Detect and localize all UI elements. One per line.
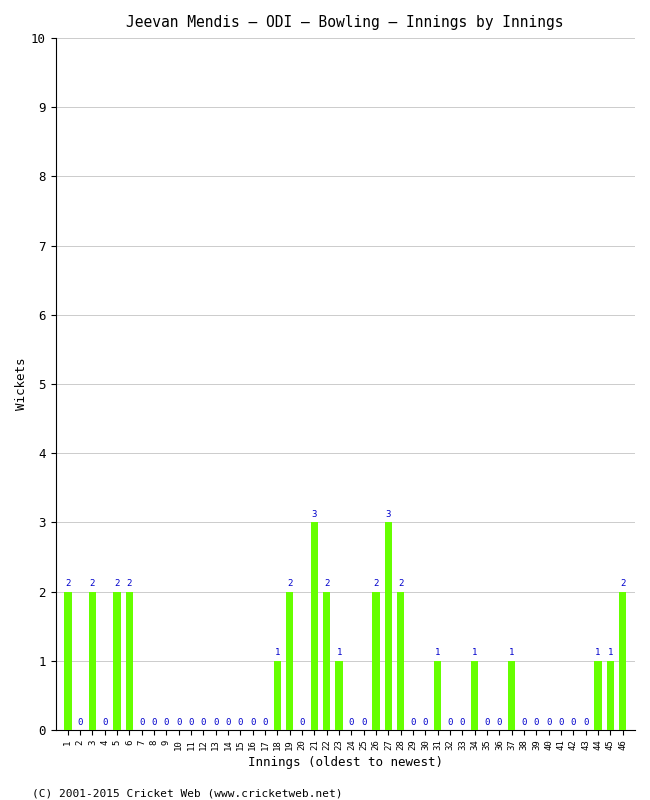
Text: 0: 0 — [164, 718, 169, 726]
Text: 0: 0 — [558, 718, 564, 726]
Text: 0: 0 — [361, 718, 367, 726]
Text: 0: 0 — [250, 718, 255, 726]
Text: 0: 0 — [102, 718, 107, 726]
Bar — [311, 522, 318, 730]
Text: 0: 0 — [349, 718, 354, 726]
Text: 3: 3 — [385, 510, 391, 519]
Text: 1: 1 — [472, 648, 477, 658]
Text: 0: 0 — [213, 718, 218, 726]
Text: 3: 3 — [312, 510, 317, 519]
Text: 0: 0 — [447, 718, 453, 726]
Text: 0: 0 — [583, 718, 588, 726]
Text: 0: 0 — [534, 718, 539, 726]
Text: 0: 0 — [484, 718, 489, 726]
Bar — [385, 522, 392, 730]
Text: 2: 2 — [373, 579, 379, 588]
Bar — [89, 591, 96, 730]
Bar — [274, 661, 281, 730]
Text: 2: 2 — [90, 579, 95, 588]
Title: Jeevan Mendis – ODI – Bowling – Innings by Innings: Jeevan Mendis – ODI – Bowling – Innings … — [127, 15, 564, 30]
Bar — [594, 661, 602, 730]
Bar — [114, 591, 121, 730]
Text: 0: 0 — [238, 718, 243, 726]
Text: 0: 0 — [188, 718, 194, 726]
Text: 0: 0 — [410, 718, 416, 726]
Text: 1: 1 — [509, 648, 514, 658]
Text: 1: 1 — [337, 648, 342, 658]
Text: 0: 0 — [546, 718, 551, 726]
Text: 0: 0 — [422, 718, 428, 726]
Text: 1: 1 — [435, 648, 441, 658]
Bar — [286, 591, 293, 730]
Text: 1: 1 — [608, 648, 613, 658]
Bar — [508, 661, 515, 730]
Bar — [434, 661, 441, 730]
Text: 2: 2 — [620, 579, 625, 588]
Text: 0: 0 — [300, 718, 305, 726]
Bar — [619, 591, 627, 730]
Bar — [126, 591, 133, 730]
Text: 0: 0 — [571, 718, 576, 726]
X-axis label: Innings (oldest to newest): Innings (oldest to newest) — [248, 756, 443, 769]
Text: 2: 2 — [287, 579, 292, 588]
Text: 0: 0 — [151, 718, 157, 726]
Bar — [471, 661, 478, 730]
Text: 2: 2 — [324, 579, 330, 588]
Bar — [323, 591, 330, 730]
Text: 0: 0 — [521, 718, 527, 726]
Text: 0: 0 — [226, 718, 231, 726]
Bar — [372, 591, 380, 730]
Text: 0: 0 — [139, 718, 144, 726]
Text: 1: 1 — [595, 648, 601, 658]
Text: (C) 2001-2015 Cricket Web (www.cricketweb.net): (C) 2001-2015 Cricket Web (www.cricketwe… — [32, 788, 343, 798]
Text: 0: 0 — [497, 718, 502, 726]
Text: 2: 2 — [127, 579, 132, 588]
Text: 0: 0 — [460, 718, 465, 726]
Bar — [606, 661, 614, 730]
Text: 0: 0 — [77, 718, 83, 726]
Text: 0: 0 — [176, 718, 181, 726]
Y-axis label: Wickets: Wickets — [15, 358, 28, 410]
Bar — [397, 591, 404, 730]
Bar — [335, 661, 343, 730]
Text: 0: 0 — [263, 718, 268, 726]
Bar — [64, 591, 72, 730]
Text: 2: 2 — [114, 579, 120, 588]
Text: 1: 1 — [275, 648, 280, 658]
Text: 0: 0 — [201, 718, 206, 726]
Text: 2: 2 — [398, 579, 404, 588]
Text: 2: 2 — [65, 579, 70, 588]
